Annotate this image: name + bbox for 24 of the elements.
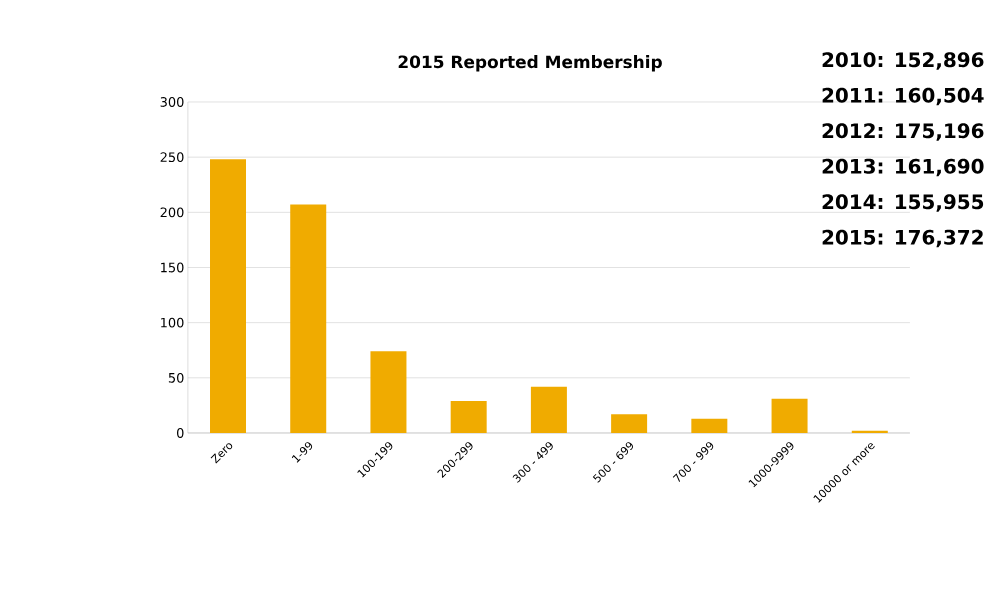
annotation: 2012: 175,196: [822, 123, 984, 141]
annotation: 2013: 161,690: [822, 158, 984, 177]
bar: [290, 204, 327, 433]
chart-title: 2015 Reported Membership: [398, 55, 662, 72]
bar: [530, 386, 567, 433]
bar: [851, 430, 888, 433]
y-tick-label: 200: [160, 207, 184, 218]
y-tick-label: 100: [161, 317, 184, 328]
y-tick-label: 0: [177, 428, 184, 438]
bar: [611, 414, 648, 433]
x-tick-label: 700 - 999: [672, 442, 714, 482]
bar: [370, 351, 407, 433]
bar: [210, 159, 247, 433]
bar: [771, 398, 808, 433]
annotation: 2014: 155,955: [822, 194, 984, 212]
y-tick-label: 300: [160, 97, 184, 107]
y-tick-label: 150: [161, 262, 184, 273]
y-tick-label: 50: [168, 372, 184, 383]
bar: [691, 418, 728, 433]
bar: [450, 400, 487, 433]
annotation: 2011: 160,504: [822, 87, 984, 106]
text: 2010: 152,896: [822, 52, 984, 70]
y-tick-label: 250: [160, 152, 184, 163]
annotation: 2015: 176,372: [822, 229, 983, 248]
